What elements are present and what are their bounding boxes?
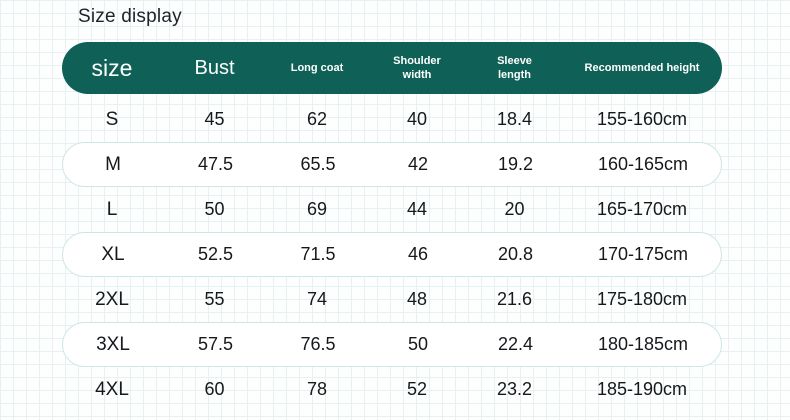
cell-shoulder-width: 48	[406, 289, 428, 309]
cell-shoulder-width: 40	[406, 109, 428, 129]
cell-sleeve-length: 19.2	[497, 154, 534, 174]
cell-recommended-height: 165-170cm	[596, 199, 688, 219]
table-row: 2XL 55 74 48 21.6 175-180cm	[62, 277, 722, 322]
size-table: size Bust Long coat Shoulder width Sleev…	[62, 42, 722, 412]
cell-size: M	[105, 153, 121, 175]
cell-recommended-height: 180-185cm	[597, 334, 689, 354]
header-cell-sleeve-length: Sleeve length	[497, 54, 532, 81]
table-row: S 45 62 40 18.4 155-160cm	[62, 97, 722, 142]
cell-shoulder-width: 42	[407, 154, 429, 174]
cell-shoulder-width: 52	[406, 379, 428, 399]
cell-bust: 50	[204, 199, 225, 219]
cell-size: XL	[101, 243, 125, 265]
cell-recommended-height: 185-190cm	[596, 379, 688, 399]
cell-sleeve-length: 21.6	[496, 289, 533, 309]
cell-sleeve-length: 18.4	[496, 109, 533, 129]
table-row: 3XL 57.5 76.5 50 22.4 180-185cm	[62, 322, 722, 367]
cell-size: 2XL	[95, 288, 129, 310]
table-row: L 50 69 44 20 165-170cm	[62, 187, 722, 232]
cell-long-coat: 65.5	[300, 154, 336, 174]
header-cell-shoulder-width: Shoulder width	[393, 54, 441, 81]
cell-bust: 52.5	[197, 244, 234, 264]
cell-size: 4XL	[95, 378, 129, 400]
cell-bust: 57.5	[197, 334, 234, 354]
cell-bust: 45	[204, 109, 225, 129]
cell-recommended-height: 155-160cm	[596, 109, 688, 129]
cell-long-coat: 76.5	[300, 334, 336, 354]
cell-size: L	[106, 198, 118, 220]
cell-long-coat: 78	[306, 379, 328, 399]
header-cell-bust: Bust	[194, 56, 235, 79]
table-body: S 45 62 40 18.4 155-160cm M 47.5 65.5 42…	[62, 97, 722, 412]
cell-sleeve-length: 20.8	[497, 244, 534, 264]
cell-shoulder-width: 46	[407, 244, 429, 264]
table-header-row: size Bust Long coat Shoulder width Sleev…	[62, 42, 722, 94]
cell-bust: 47.5	[197, 154, 234, 174]
cell-long-coat: 74	[306, 289, 328, 309]
table-row: M 47.5 65.5 42 19.2 160-165cm	[62, 142, 722, 187]
cell-long-coat: 62	[306, 109, 328, 129]
cell-sleeve-length: 20	[504, 199, 525, 219]
header-cell-recommended-height: Recommended height	[584, 61, 700, 74]
cell-long-coat: 71.5	[300, 244, 336, 264]
cell-recommended-height: 175-180cm	[596, 289, 688, 309]
cell-long-coat: 69	[306, 199, 328, 219]
cell-shoulder-width: 50	[407, 334, 429, 354]
cell-bust: 55	[204, 289, 225, 309]
table-row: 4XL 60 78 52 23.2 185-190cm	[62, 367, 722, 412]
cell-size: S	[105, 108, 119, 130]
page-title: Size display	[78, 6, 182, 27]
header-cell-long-coat: Long coat	[290, 61, 344, 74]
cell-shoulder-width: 44	[406, 199, 428, 219]
header-cell-size: size	[91, 54, 133, 81]
cell-sleeve-length: 22.4	[497, 334, 534, 354]
cell-bust: 60	[204, 379, 225, 399]
cell-sleeve-length: 23.2	[496, 379, 533, 399]
table-row: XL 52.5 71.5 46 20.8 170-175cm	[62, 232, 722, 277]
cell-size: 3XL	[96, 333, 130, 355]
cell-recommended-height: 160-165cm	[597, 154, 689, 174]
cell-recommended-height: 170-175cm	[597, 244, 689, 264]
